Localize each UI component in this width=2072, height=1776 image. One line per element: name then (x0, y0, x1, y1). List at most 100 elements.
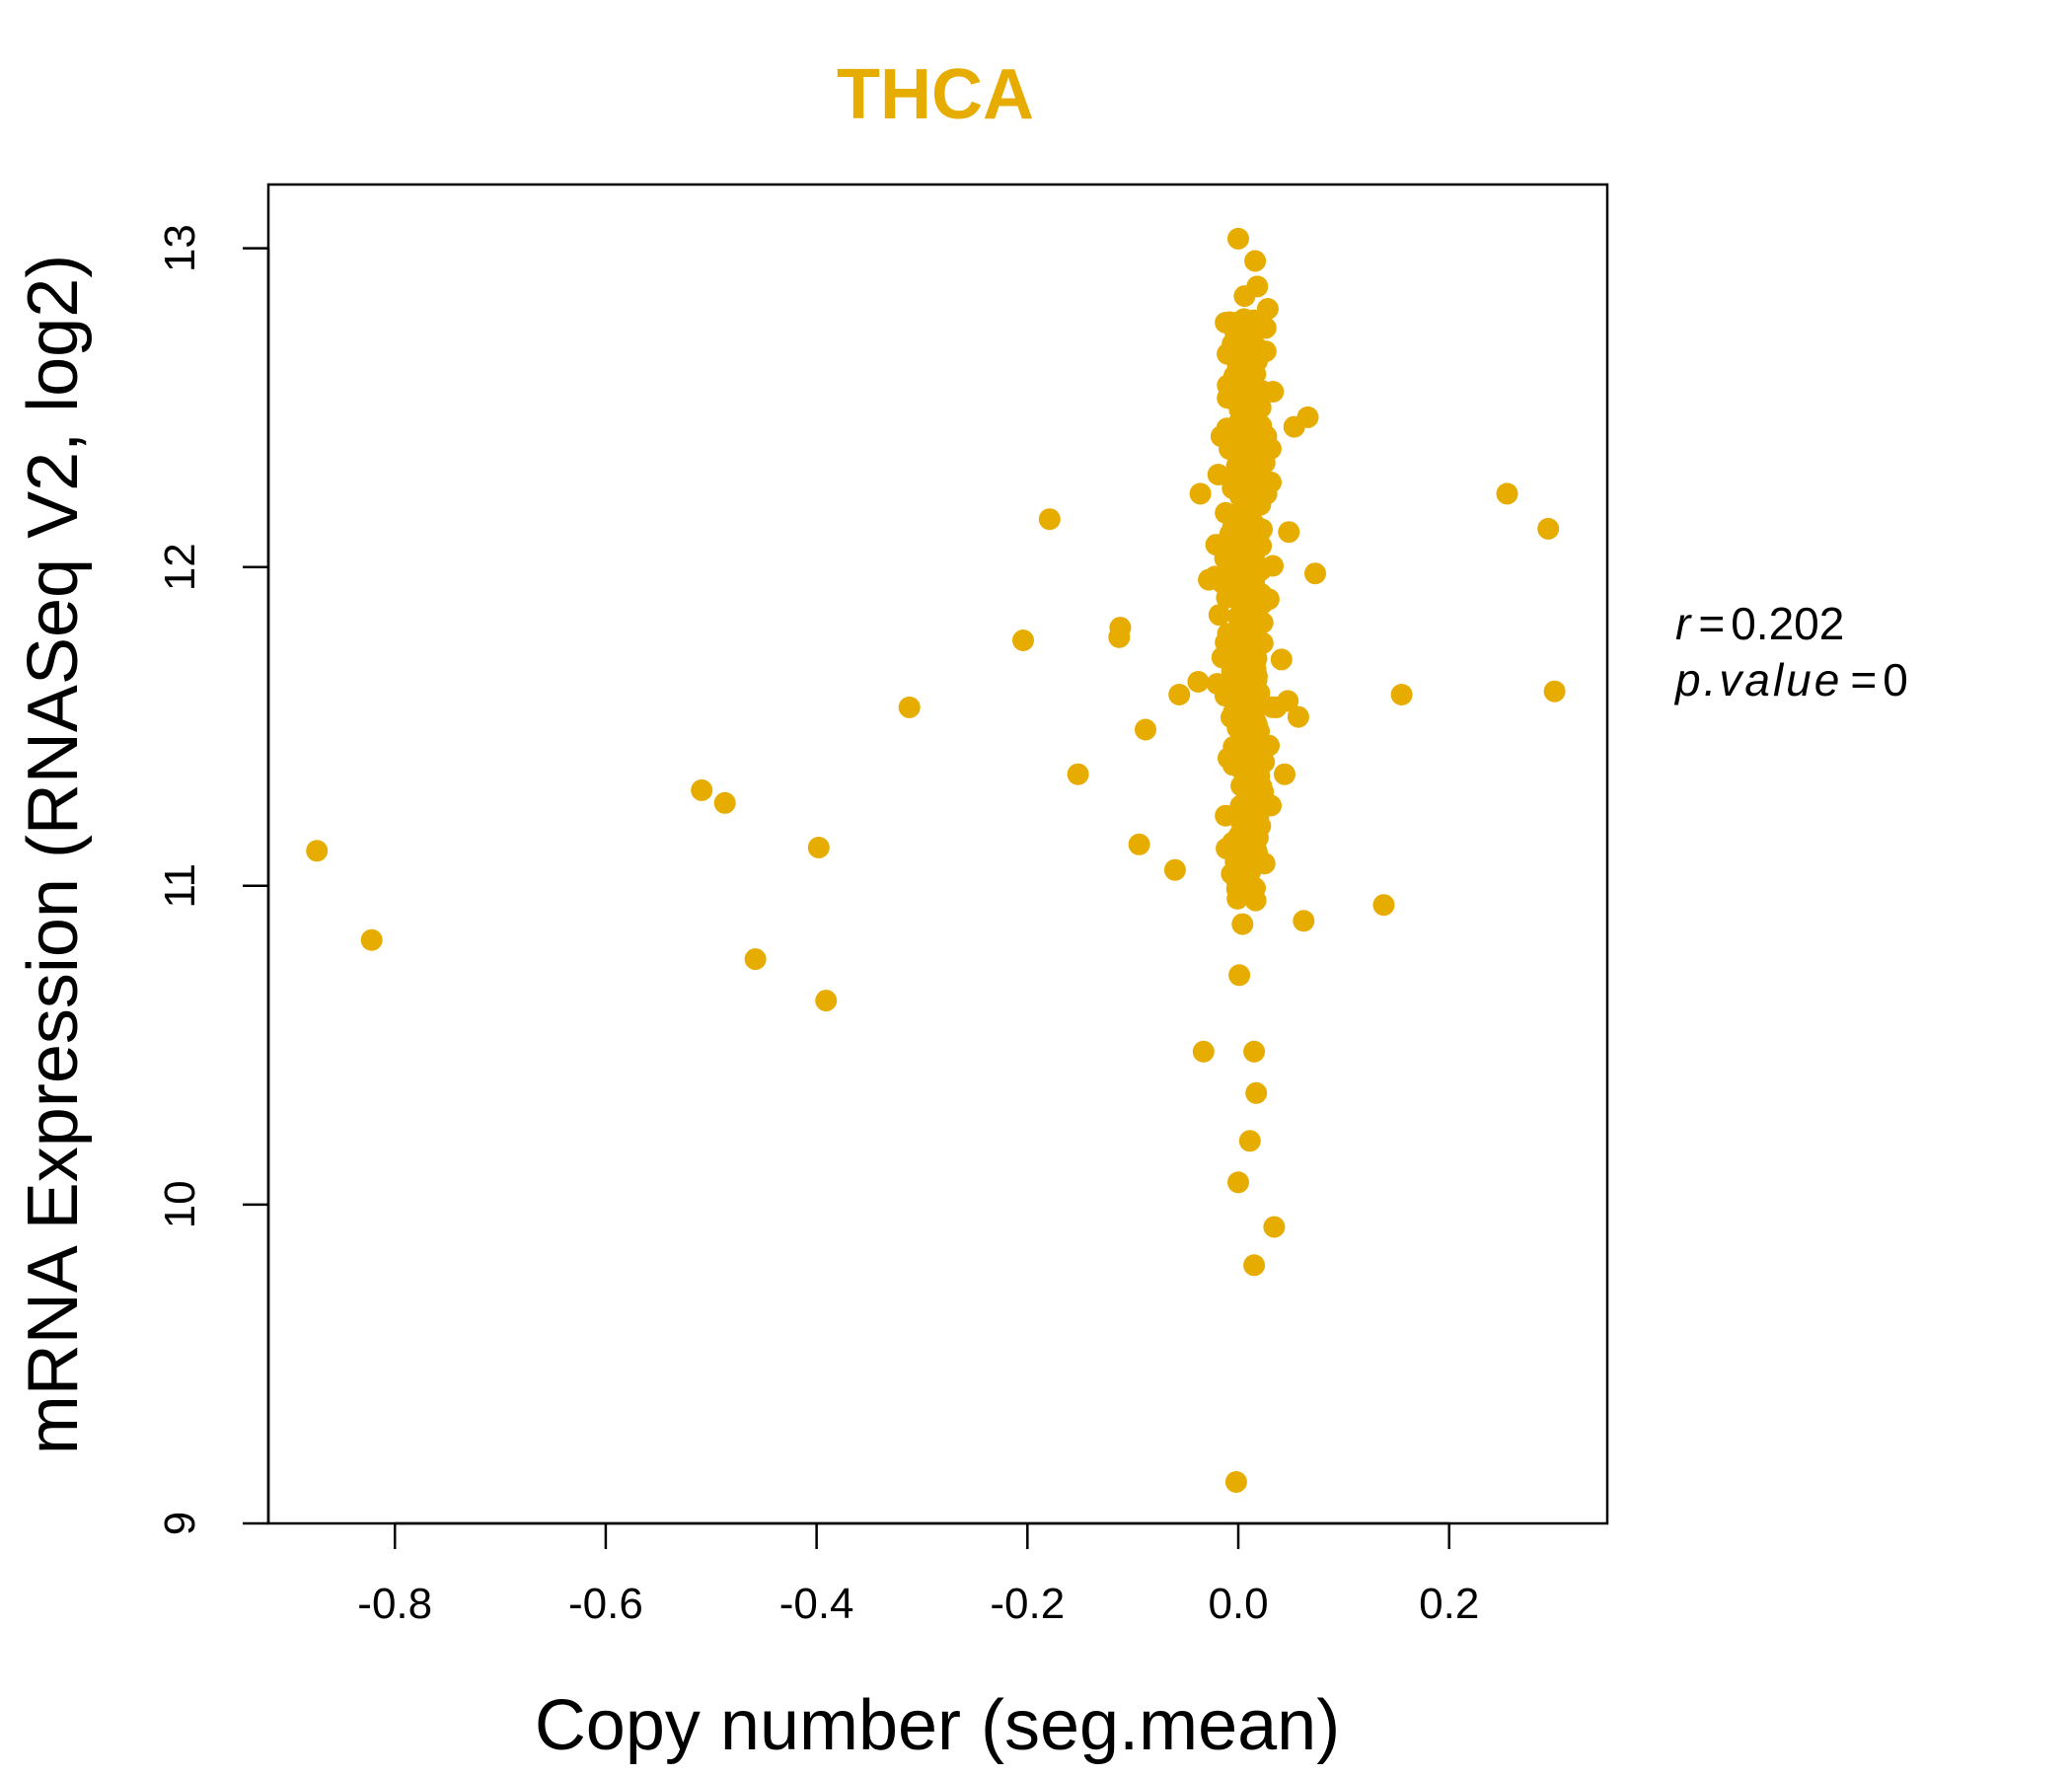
data-point (1262, 381, 1285, 403)
data-point (1228, 683, 1251, 705)
y-axis: 9 10 11 12 13 (156, 224, 270, 1535)
x-axis-label: Copy number (seg.mean) (535, 1686, 1340, 1765)
data-point (691, 778, 713, 801)
x-tick-label: 0.0 (1208, 1580, 1268, 1628)
data-point (1237, 403, 1260, 425)
data-point (1233, 830, 1256, 852)
data-point (1257, 588, 1280, 611)
data-point (1211, 646, 1233, 669)
data-point (1543, 680, 1566, 703)
data-point (1235, 447, 1258, 469)
data-point (1038, 508, 1061, 531)
data-point (1205, 534, 1227, 556)
data-point (1217, 623, 1239, 645)
data-point (360, 928, 383, 951)
data-point (1227, 227, 1249, 250)
data-point (1239, 814, 1262, 837)
r-stat-label: r (1675, 598, 1692, 649)
data-point (1233, 512, 1256, 535)
data-point (1254, 317, 1277, 339)
data-point (1227, 1171, 1249, 1194)
data-point (1372, 894, 1395, 917)
data-point (1217, 374, 1239, 397)
y-tick-label: 9 (156, 1512, 204, 1535)
data-point (1192, 1040, 1215, 1063)
y-tick-label: 12 (156, 543, 204, 591)
chart-title: THCA (837, 55, 1034, 134)
plot-frame (266, 183, 1609, 1525)
correlation-stats: r = 0.202 p.value = 0 (1673, 598, 1908, 705)
data-point (1260, 471, 1282, 493)
data-point (1109, 617, 1132, 639)
data-point (1251, 631, 1274, 654)
data-point (1221, 477, 1244, 499)
p-stat-label: p.value (1673, 654, 1842, 705)
data-point (1232, 754, 1255, 777)
y-tick-label: 11 (156, 863, 204, 909)
data-point (1243, 1040, 1266, 1063)
x-tick-label: -0.6 (568, 1580, 643, 1628)
data-point (1248, 765, 1271, 787)
data-point (1390, 684, 1413, 705)
data-point (1250, 558, 1272, 581)
data-point (1244, 250, 1267, 272)
data-point (1243, 1254, 1266, 1277)
data-point (306, 840, 329, 862)
data-point (1235, 630, 1258, 653)
data-point (1227, 571, 1250, 594)
data-point (1207, 464, 1229, 485)
data-point (1187, 671, 1210, 693)
data-point (1246, 275, 1269, 298)
data-point (1012, 629, 1034, 651)
x-tick-label: -0.2 (990, 1580, 1065, 1628)
x-tick-label: -0.4 (779, 1580, 854, 1628)
data-point (1229, 310, 1252, 333)
data-point (1245, 1081, 1268, 1104)
data-point (1270, 648, 1293, 671)
data-point (1236, 601, 1258, 624)
data-point (744, 948, 767, 971)
r-stat-value: 0.202 (1731, 598, 1844, 649)
data-point (1496, 482, 1518, 505)
data-point (1274, 763, 1295, 785)
data-point (1208, 604, 1230, 627)
data-point (1256, 298, 1279, 320)
data-point (1304, 562, 1326, 585)
data-point (1128, 833, 1150, 855)
data-point (1135, 718, 1156, 741)
data-point (1231, 535, 1254, 557)
x-axis: -0.8 -0.6 -0.4 -0.2 0.0 0.2 (357, 1521, 1479, 1628)
data-point (1287, 705, 1309, 728)
data-point (1168, 684, 1191, 705)
data-point (1253, 852, 1276, 875)
p-stat-value: 0 (1883, 654, 1908, 705)
data-points (306, 227, 1566, 1493)
data-point (1215, 804, 1237, 827)
data-point (1231, 913, 1254, 935)
data-point (1237, 367, 1260, 389)
data-point (1258, 734, 1280, 757)
r-stat: r = 0.202 (1675, 598, 1844, 649)
data-point (1278, 521, 1300, 544)
data-point (1293, 910, 1315, 932)
p-stat: p.value = 0 (1673, 654, 1908, 705)
data-point (1246, 782, 1269, 805)
data-point (1244, 709, 1267, 732)
data-point (1163, 858, 1186, 881)
y-tick-label: 13 (156, 224, 204, 272)
y-axis-label: mRNA Expression (RNASeq V2, log2) (14, 255, 93, 1454)
data-point (1215, 501, 1237, 524)
data-point (1210, 425, 1232, 448)
x-tick-label: 0.2 (1419, 1580, 1479, 1628)
data-point (1277, 690, 1299, 712)
data-point (1240, 874, 1263, 897)
data-point (815, 990, 838, 1012)
data-point (1228, 964, 1251, 987)
data-point (807, 837, 830, 858)
x-tick-label: -0.8 (357, 1580, 432, 1628)
data-point (898, 696, 921, 718)
data-point (1224, 1471, 1247, 1493)
data-point (713, 791, 736, 814)
data-point (1189, 482, 1212, 505)
